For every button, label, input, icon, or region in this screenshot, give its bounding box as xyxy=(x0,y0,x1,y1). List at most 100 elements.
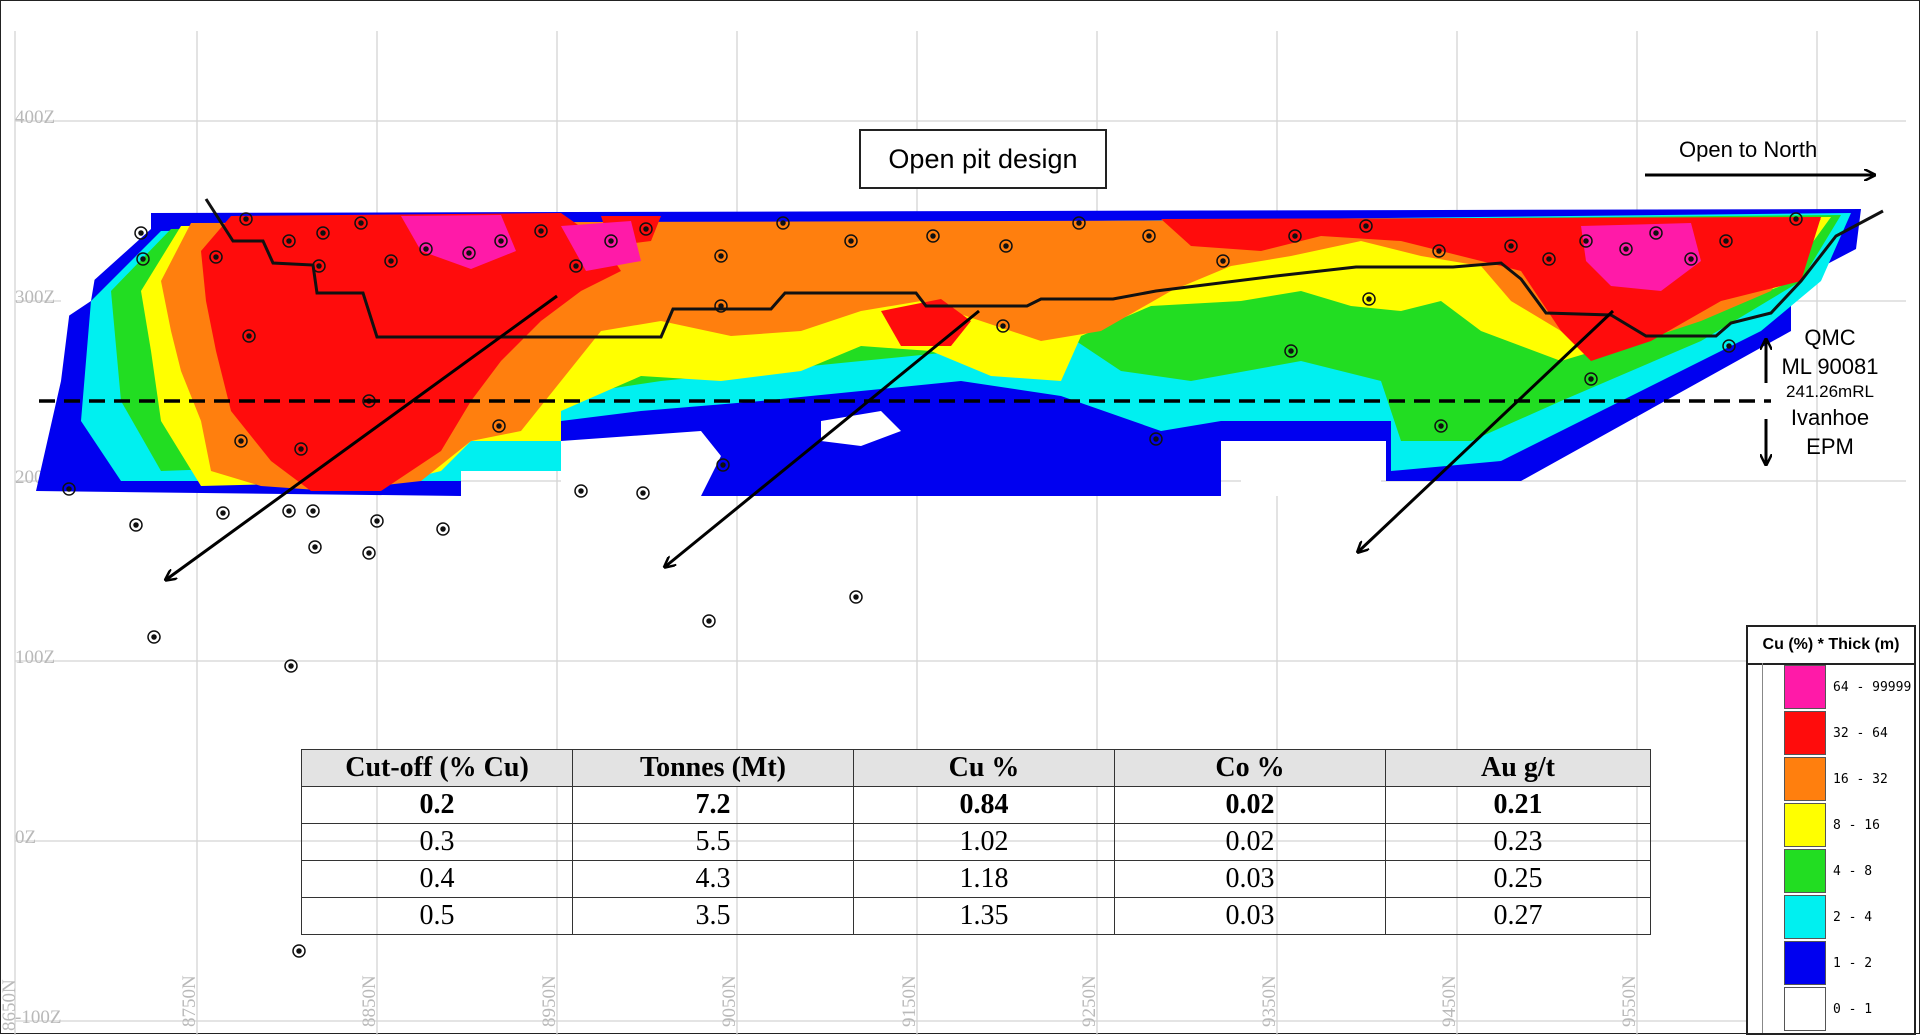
plunge-arrow-central xyxy=(666,309,980,566)
legend-label: 4 - 8 xyxy=(1833,863,1873,879)
legend-label: 64 - 99999 xyxy=(1833,679,1912,695)
drill-hole xyxy=(714,249,728,263)
drill-hole xyxy=(716,458,730,472)
table-cell: 0.03 xyxy=(1114,860,1386,898)
table-cell: 0.02 xyxy=(1114,823,1386,861)
table-cell: 0.2 xyxy=(301,786,573,824)
drill-hole xyxy=(282,234,296,248)
drill-hole xyxy=(844,234,858,248)
drill-hole xyxy=(849,590,863,604)
drill-hole xyxy=(1542,252,1556,266)
drill-hole xyxy=(1072,216,1086,230)
legend-item: 1 - 2 xyxy=(1784,941,1914,985)
contour-void-mid xyxy=(821,411,901,446)
header-cutoff: Cut-off (% Cu) xyxy=(301,749,573,787)
table-row: 0.4 4.3 1.18 0.03 0.25 xyxy=(301,860,1651,898)
x-label-8850: 8850N xyxy=(359,975,380,1027)
drill-hole xyxy=(494,234,508,248)
table-cell: 0.27 xyxy=(1385,897,1651,935)
lease-number: ML 90081 xyxy=(1781,354,1879,379)
drill-intercepts xyxy=(62,212,1803,958)
table-row: 0.3 5.5 1.02 0.02 0.23 xyxy=(301,823,1651,861)
lease-type-epm: EPM xyxy=(1806,434,1854,459)
x-label-9550: 9550N xyxy=(1619,975,1640,1027)
table-row: 0.5 3.5 1.35 0.03 0.27 xyxy=(301,897,1651,935)
header-cu: Cu % xyxy=(853,749,1115,787)
plunge-arrow-east xyxy=(1359,309,1615,551)
drill-hole xyxy=(316,226,330,240)
drill-hole xyxy=(1722,339,1736,353)
drill-hole xyxy=(136,252,150,266)
resource-grade-table: Cut-off (% Cu) Tonnes (Mt) Cu % Co % Au … xyxy=(301,749,1651,935)
drill-hole xyxy=(1284,344,1298,358)
color-legend: Cu (%) * Thick (m) 64 - 99999 32 - 64 16… xyxy=(1746,625,1916,1035)
legend-label: 8 - 16 xyxy=(1833,817,1880,833)
drill-hole xyxy=(384,254,398,268)
table-cell: 0.4 xyxy=(301,860,573,898)
drill-hole xyxy=(284,659,298,673)
legend-swatch xyxy=(1784,665,1826,709)
drill-hole xyxy=(604,234,618,248)
header-co: Co % xyxy=(1114,749,1386,787)
x-label-9450: 9450N xyxy=(1439,975,1460,1027)
drill-hole xyxy=(999,239,1013,253)
drill-hole xyxy=(234,434,248,448)
boundary-rl-label: 241.26mRL xyxy=(1786,382,1874,401)
drill-hole xyxy=(636,486,650,500)
legend-swatch xyxy=(1784,941,1826,985)
lease-name-ivanhoe: Ivanhoe xyxy=(1790,405,1870,430)
legend-item: 8 - 16 xyxy=(1784,803,1914,847)
pit-design-label: Open pit design xyxy=(859,129,1107,189)
legend-swatch xyxy=(1784,803,1826,847)
drill-hole xyxy=(569,259,583,273)
drill-hole xyxy=(1649,226,1663,240)
drill-hole xyxy=(62,482,76,496)
legend-item: 4 - 8 xyxy=(1784,849,1914,893)
drill-hole xyxy=(306,504,320,518)
header-au: Au g/t xyxy=(1385,749,1651,787)
table-cell: 7.2 xyxy=(572,786,854,824)
drill-hole xyxy=(574,484,588,498)
drill-hole xyxy=(534,224,548,238)
x-label-9350: 9350N xyxy=(1259,975,1280,1027)
drill-hole xyxy=(1584,372,1598,386)
drill-hole xyxy=(147,630,161,644)
drill-hole xyxy=(370,514,384,528)
legend-item: 2 - 4 xyxy=(1784,895,1914,939)
table-cell: 0.23 xyxy=(1385,823,1651,861)
drill-hole xyxy=(436,522,450,536)
plunge-arrow-west xyxy=(167,294,558,579)
contour-magenta-mid xyxy=(561,221,641,271)
legend-swatch xyxy=(1784,987,1826,1031)
contour-magenta-w xyxy=(401,215,516,269)
drill-hole xyxy=(462,246,476,260)
table-cell: 0.21 xyxy=(1385,786,1651,824)
legend-item: 64 - 99999 xyxy=(1784,665,1914,709)
table-cell: 0.5 xyxy=(301,897,573,935)
legend-swatch xyxy=(1784,895,1826,939)
legend-swatch xyxy=(1784,711,1826,755)
drill-hole xyxy=(1789,212,1803,226)
y-label-300: 300Z xyxy=(15,287,55,308)
drill-hole xyxy=(209,250,223,264)
legend-label: 0 - 1 xyxy=(1833,1001,1873,1017)
x-label-8750: 8750N xyxy=(179,975,200,1027)
drill-hole xyxy=(1504,239,1518,253)
drill-hole xyxy=(1142,229,1156,243)
y-label-minus-100: -100Z xyxy=(15,1007,61,1028)
drill-hole xyxy=(492,419,506,433)
contour-void-e xyxy=(1241,441,1381,496)
table-cell: 0.02 xyxy=(1114,786,1386,824)
drill-hole xyxy=(776,216,790,230)
drill-hole xyxy=(1434,419,1448,433)
drill-hole xyxy=(702,614,716,628)
drill-hole xyxy=(282,504,296,518)
lease-name-qmc: QMC xyxy=(1804,325,1856,350)
drill-hole xyxy=(239,212,253,226)
contour-red xyxy=(201,213,621,491)
drill-hole xyxy=(1359,219,1373,233)
drill-hole xyxy=(1216,254,1230,268)
drill-hole xyxy=(419,242,433,256)
legend-title: Cu (%) * Thick (m) xyxy=(1748,627,1914,665)
